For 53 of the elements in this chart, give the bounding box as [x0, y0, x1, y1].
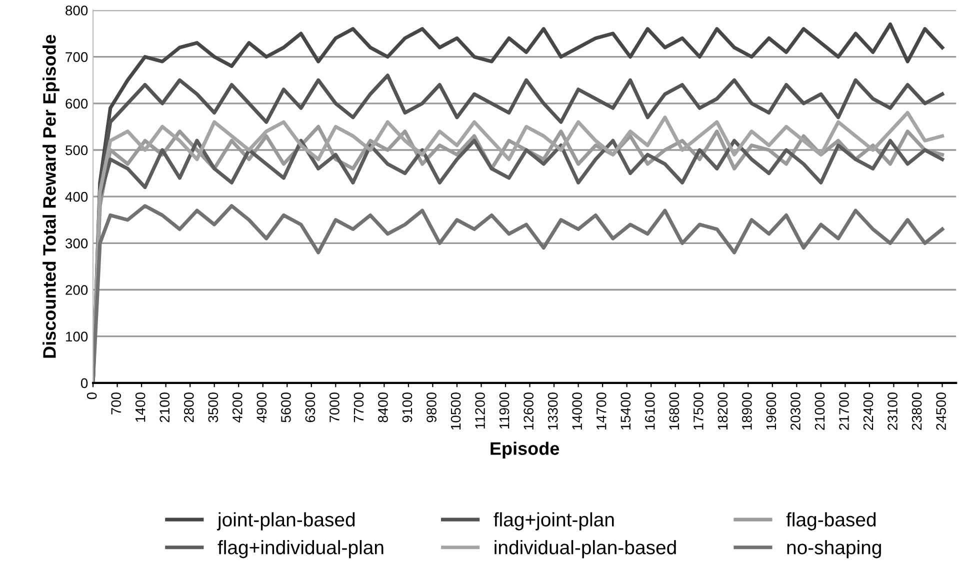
- x-tick-label: 14700: [596, 392, 606, 430]
- x-tick-label: 23800: [912, 392, 922, 430]
- x-tick-label: 12600: [524, 392, 534, 430]
- legend-label: individual-plan-based: [494, 540, 676, 558]
- x-tick-label: 11900: [499, 392, 510, 428]
- x-tick-label: 18200: [718, 392, 728, 430]
- y-axis-title: Discounted Total Reward Per Episode: [42, 34, 60, 358]
- x-tick-label: 3500: [208, 392, 218, 422]
- x-tick-label: 4900: [256, 392, 267, 423]
- x-tick-label: 2100: [160, 392, 170, 422]
- x-tick-label: 700: [111, 392, 122, 414]
- x-tick-label: 24500: [936, 392, 946, 430]
- x-tick-label: 2800: [184, 392, 194, 422]
- x-tick-label: 9800: [426, 392, 436, 422]
- x-tick-label: 23100: [888, 392, 898, 430]
- x-tick-label: 21000: [814, 392, 825, 430]
- x-tick-label: 4200: [232, 392, 242, 423]
- x-tick-label: 6300: [305, 392, 316, 422]
- x-tick-label: 0: [86, 392, 97, 400]
- y-tick-label: 700: [66, 52, 88, 62]
- y-tick-label: 0: [80, 378, 88, 388]
- legend-label: flag+joint-plan: [494, 512, 614, 530]
- x-tick-label: 1400: [135, 392, 146, 422]
- x-tick-label: 18900: [742, 392, 752, 430]
- x-tick-label: 7000: [330, 392, 340, 422]
- x-tick-label: 13300: [548, 392, 558, 430]
- y-tick-label: 600: [66, 98, 88, 109]
- x-tick-label: 5600: [281, 392, 291, 422]
- x-tick-label: 14000: [572, 392, 582, 430]
- y-tick-label: 800: [66, 6, 88, 16]
- x-tick-label: 19600: [766, 392, 776, 430]
- legend-label: joint-plan-based: [217, 512, 355, 530]
- x-tick-label: 10500: [450, 392, 461, 430]
- y-tick-label: 300: [66, 238, 88, 248]
- legend-label: flag+individual-plan: [218, 540, 384, 558]
- x-tick-label: 21700: [839, 392, 849, 430]
- y-tick-label: 200: [66, 285, 88, 295]
- x-tick-label: 9100: [402, 392, 412, 422]
- x-tick-label: 16100: [644, 392, 655, 430]
- legend-label: no-shaping: [787, 540, 881, 558]
- x-tick-label: 20300: [790, 392, 800, 430]
- legend-label: flag-based: [786, 512, 876, 530]
- y-tick-label: 500: [66, 145, 88, 156]
- x-tick-label: 15400: [620, 392, 631, 430]
- x-tick-label: 8400: [378, 392, 388, 422]
- y-tick-label: 100: [66, 332, 88, 342]
- x-tick-label: 16800: [669, 392, 680, 430]
- y-tick-label: 400: [65, 192, 88, 202]
- x-axis-title: Episode: [490, 442, 560, 459]
- x-tick-label: 11200: [475, 392, 485, 428]
- x-tick-label: 7700: [354, 392, 364, 422]
- x-tick-label: 17500: [694, 392, 704, 430]
- x-tick-label: 22400: [863, 392, 874, 430]
